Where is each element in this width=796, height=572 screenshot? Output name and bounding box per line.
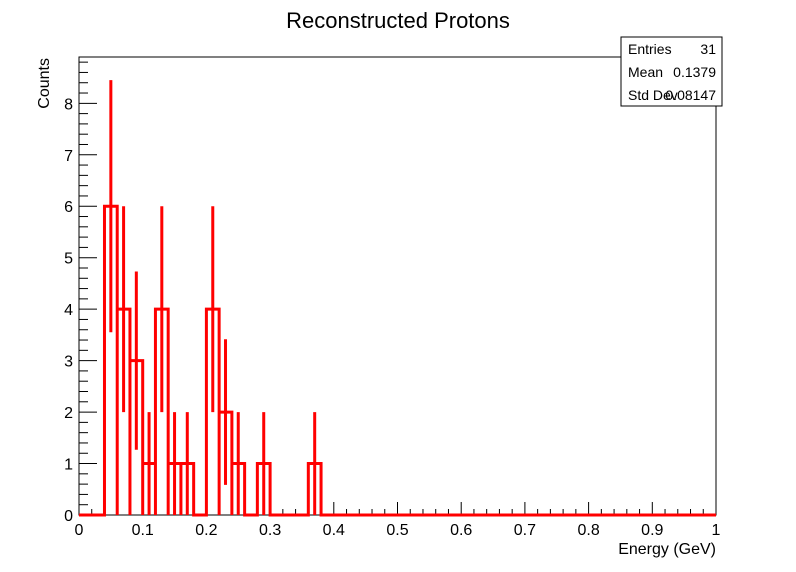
y-tick-label: 7 <box>64 148 73 165</box>
x-axis-label: Energy (GeV) <box>618 541 716 558</box>
stats-entries-label: Entries <box>628 41 672 57</box>
stats-stddev-label: Std Dev <box>628 87 678 103</box>
y-tick-label: 1 <box>64 457 73 474</box>
y-tick-label: 3 <box>64 354 73 371</box>
y-tick-label: 4 <box>64 302 73 319</box>
x-tick-label: 0.9 <box>641 522 663 539</box>
stats-box-frame <box>620 36 723 107</box>
x-tick-label: 0.2 <box>195 522 217 539</box>
stats-stddev-value: 0.08147 <box>665 87 716 103</box>
error-bars <box>109 80 317 515</box>
y-tick-label: 8 <box>64 96 73 113</box>
y-axis-tick-labels: 0 1 2 3 4 5 6 7 8 <box>64 96 73 525</box>
x-tick-label: 1 <box>712 522 721 539</box>
x-tick-label: 0.7 <box>514 522 536 539</box>
stats-mean-value: 0.1379 <box>673 64 716 80</box>
y-axis-label: Counts <box>36 58 53 109</box>
x-tick-label: 0.8 <box>577 522 599 539</box>
y-axis-ticks <box>79 61 97 516</box>
stats-entries-value: 31 <box>700 41 716 57</box>
x-tick-label: 0.1 <box>132 522 154 539</box>
x-axis-tick-labels: 0 0.1 0.2 0.3 0.4 0.5 0.6 0.7 0.8 0.9 1 <box>75 522 721 539</box>
x-tick-label: 0.6 <box>450 522 472 539</box>
y-tick-label: 0 <box>64 508 73 525</box>
x-tick-label: 0.5 <box>386 522 408 539</box>
y-tick-label: 6 <box>64 199 73 216</box>
x-tick-label: 0.4 <box>323 522 345 539</box>
x-tick-label: 0 <box>75 522 84 539</box>
y-tick-label: 2 <box>64 405 73 422</box>
stats-box: Entries 31 Mean 0.1379 Std Dev 0.08147 <box>620 36 723 107</box>
stats-mean-label: Mean <box>628 64 663 80</box>
y-tick-label: 5 <box>64 251 73 268</box>
chart-title: Reconstructed Protons <box>286 8 510 33</box>
x-tick-label: 0.3 <box>259 522 281 539</box>
